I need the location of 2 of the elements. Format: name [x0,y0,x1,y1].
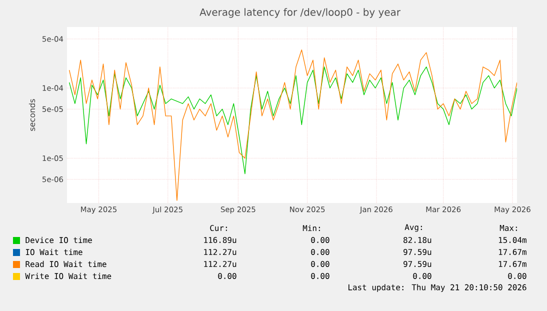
line-series [68,49,518,201]
chart-title: Average latency for /dev/loop0 - by year [200,8,400,18]
